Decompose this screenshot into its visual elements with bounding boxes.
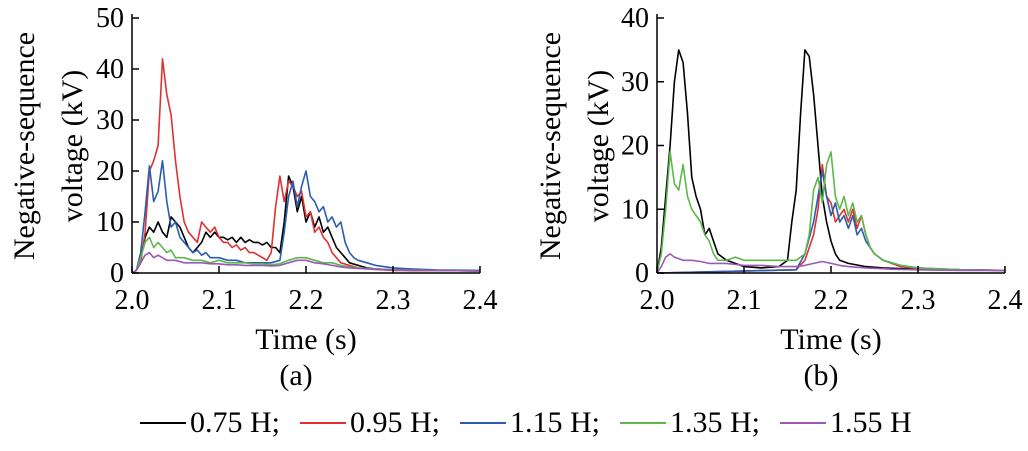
series-line-0-75-h-a (131, 175, 481, 274)
y-tick-label: 40 (96, 54, 124, 85)
series-line-1-35-h-b (656, 151, 1006, 274)
chart-panel-b: 0 10 20 30 40 2.0 2.1 2.2 2.3 2.4 Time (s) Negative… (534, 3, 1023, 392)
panel-label: (a) (279, 359, 312, 392)
y-tick-label: 20 (621, 131, 649, 162)
y-tick-label: 40 (621, 3, 649, 34)
series-line-0-95-h-b (656, 163, 1006, 274)
series-line-1-35-h-a (131, 236, 481, 274)
series-line-0-75-h-b (656, 49, 1006, 274)
y-axis-title-line1: Negative-sequence (8, 32, 41, 260)
legend: 0.75 H; 0.95 H; 1.15 H; 1.35 H; 1.55 H (140, 406, 912, 439)
y-axis-title-line2: voltage (kV) (56, 70, 89, 222)
x-tick-label: 2.0 (640, 285, 675, 316)
series-line-0-95-h-a (131, 58, 481, 274)
x-tick-label: 2.2 (289, 285, 324, 316)
legend-label: 0.75 H; (190, 406, 280, 439)
series-line-1-15-h-a (131, 160, 481, 274)
x-axis-title: Time (s) (255, 323, 356, 356)
series-line-1-55-h-a (131, 251, 481, 274)
legend-label: 1.35 H; (670, 406, 760, 439)
y-tick-label: 10 (96, 207, 124, 238)
y-tick-label: 20 (96, 156, 124, 187)
y-tick-label: 0 (635, 258, 649, 289)
x-tick-label: 2.1 (727, 285, 762, 316)
x-axis-title: Time (s) (780, 323, 881, 356)
x-tick-label: 2.3 (901, 285, 936, 316)
y-tick-label: 10 (621, 194, 649, 225)
x-tick-label: 2.4 (463, 285, 498, 316)
series-line-1-15-h-b (656, 170, 1006, 274)
y-tick-label: 50 (96, 3, 124, 34)
y-axis-title-line1: Negative-sequence (534, 32, 567, 260)
y-tick-label: 30 (96, 105, 124, 136)
legend-label: 1.55 H (830, 406, 912, 439)
series-line-1-55-h-b (656, 253, 1005, 274)
chart-panel-a: 0 10 20 30 40 50 2.0 2.1 2.2 2.3 2.4 Time (s) Negati… (8, 3, 498, 392)
legend-label: 1.15 H; (510, 406, 600, 439)
legend-label: 0.95 H; (350, 406, 440, 439)
panel-label: (b) (804, 359, 839, 392)
y-axis-title-line2: voltage (kV) (582, 70, 615, 222)
y-tick-label: 30 (621, 67, 649, 98)
x-tick-label: 2.3 (376, 285, 411, 316)
y-tick-label: 0 (110, 258, 124, 289)
x-tick-label: 2.4 (988, 285, 1023, 316)
x-tick-label: 2.0 (115, 285, 150, 316)
x-tick-label: 2.2 (814, 285, 849, 316)
x-tick-label: 2.1 (202, 285, 237, 316)
